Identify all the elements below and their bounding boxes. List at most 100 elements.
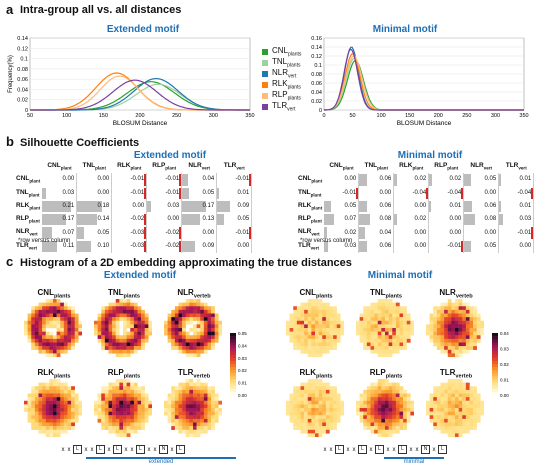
heatmap-cell [137,397,142,401]
heatmap-cell [56,331,61,336]
heatmap-cell [42,346,46,350]
heatmap-cell [53,320,57,325]
heatmap-cell [137,411,142,416]
heatmap-cell [144,404,149,409]
heatmap-cell [45,433,50,437]
heatmap-cell [370,400,375,405]
heatmap-cell [185,415,190,420]
heatmap-cell [178,411,183,416]
row-header: TLRvert [16,241,37,251]
heatmap-cell [178,393,183,398]
heatmap-cell [63,335,68,340]
heatmap-cell [45,338,50,343]
heatmap-cell [315,389,319,394]
heatmap-cell [286,404,290,409]
heatmap-cell [67,335,72,340]
heatmap-cell [436,415,441,420]
heatmap-cell [370,324,375,329]
heatmap-cell [458,389,463,394]
heatmap-cell [71,426,75,430]
heatmap-cell [315,324,319,329]
heatmap-cell [318,400,323,405]
heatmap-cell [171,418,176,423]
heatmap-cell [137,408,142,412]
table-cell: 0.17 [181,199,218,214]
heatmap-cell [31,415,36,420]
heatmap-cell [325,313,330,318]
heatmap-cell [174,338,179,343]
heatmap-cell [112,393,116,398]
heatmap-cell [148,320,152,325]
heatmap-cell [307,426,312,430]
heatmap-cell [300,411,305,416]
heatmap-cell [455,320,459,325]
heatmap-cell [60,346,65,350]
heatmap-cell [119,349,124,354]
panel-b-extended-title: Extended motif [133,150,207,161]
heatmap-cell [395,320,400,325]
heatmap-cell [395,400,400,405]
heatmap-cell [370,306,375,311]
table-cell: 0.04 [358,226,395,240]
heatmap-cell [112,331,116,336]
heatmap-cell [458,400,463,405]
heatmap-cell [455,408,459,412]
heatmap-cell [473,320,477,325]
heatmap-cell [108,426,113,430]
colorbar-step [492,370,498,374]
embedding-heatmap [356,379,414,437]
y-tick-label: 0.02 [17,98,28,104]
heatmap-cell [293,342,298,347]
heatmap-cell [333,346,337,350]
heatmap-cell [455,353,459,357]
heatmap-cell [123,429,127,434]
heatmap-cell [333,324,337,329]
heatmap-cell [307,400,312,405]
heatmap-cell [53,338,57,343]
heatmap-cell [296,422,301,427]
heatmap-cell [38,320,43,325]
heatmap-cell [359,328,364,332]
heatmap-cell [126,338,131,343]
heatmap-cell [185,393,190,398]
table-cell: 0.03 [324,239,360,254]
heatmap-cell [293,338,298,343]
table-row: TLRvert 0.11 0.10 -0.03 -0.02 0.09 0.00 [14,239,253,254]
heatmap-cell [458,411,463,416]
heatmap-cell [444,404,448,409]
heatmap-cell [203,404,208,409]
heatmap-cell [395,309,400,314]
heatmap-cell [49,382,54,387]
table-cell: 0.03 [42,186,78,200]
heatmap-cell [374,422,378,427]
heatmap-cell [318,397,323,401]
heatmap-cell [200,335,205,340]
heatmap-cell [207,404,212,409]
heatmap-cell [436,408,441,412]
heatmap-cell [34,426,39,430]
heatmap-cell [38,393,43,398]
heatmap-cell [193,411,197,416]
heatmap-cell [377,299,382,303]
heatmap-cell [476,415,481,420]
heatmap-cell [451,346,456,350]
row-header: TLRvert [298,241,319,251]
heatmap-cell [126,349,131,354]
heatmap-cell [123,379,127,383]
heatmap-cell [45,317,50,321]
heatmap-cell [451,309,456,314]
heatmap-cell [296,342,301,347]
heatmap-cell [410,328,414,332]
heatmap-cell [123,353,127,357]
heatmap-cell [436,331,441,336]
heatmap-cell [112,320,116,325]
value-bar [464,200,473,213]
heatmap-cell [97,397,102,401]
heatmap-cell [207,313,212,318]
heatmap-cell [381,306,386,311]
heatmap-cell [203,338,208,343]
heatmap-cell [307,404,312,409]
heatmap-cell [137,422,142,427]
heatmap-cell [53,422,57,427]
heatmap-cell [444,386,448,391]
